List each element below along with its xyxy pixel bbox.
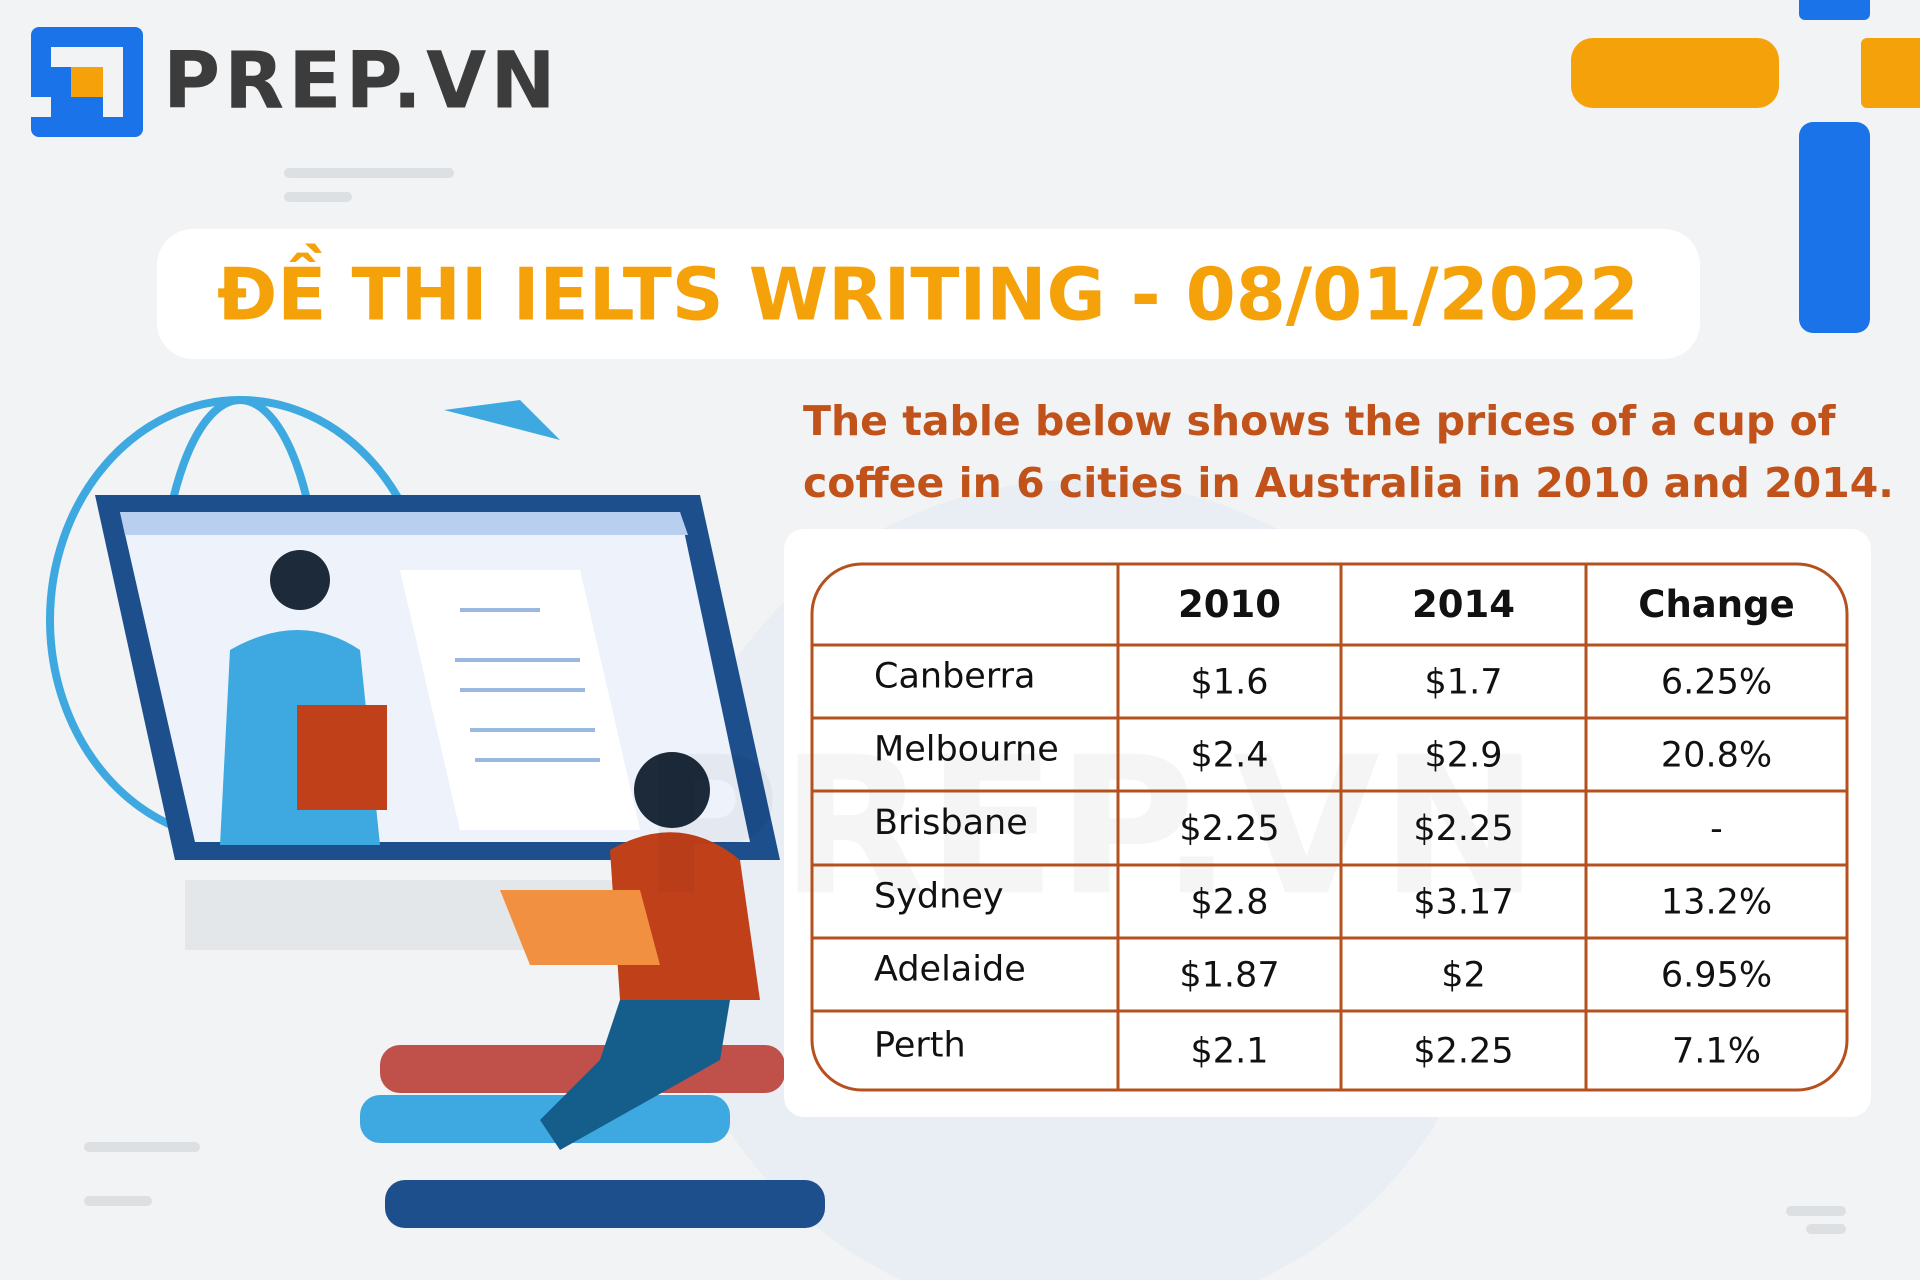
deco-line	[84, 1196, 152, 1206]
column-header: 2014	[1412, 583, 1515, 626]
prompt-line: coffee in 6 cities in Australia in 2010 …	[803, 459, 1894, 507]
city-cell: Melbourne	[874, 730, 1059, 770]
city-cell: Perth	[874, 1026, 966, 1066]
deco-line	[284, 168, 454, 178]
column-header: 2010	[1178, 583, 1281, 626]
value-cell: $2.4	[1191, 736, 1269, 776]
value-cell: $2.25	[1413, 1032, 1513, 1072]
deco-bar	[1861, 38, 1920, 108]
value-cell: $2.25	[1413, 809, 1513, 849]
value-cell: 6.95%	[1661, 956, 1772, 996]
deco-bar	[1571, 38, 1779, 108]
deco-bar	[1799, 0, 1870, 20]
prompt-line: The table below shows the prices of a cu…	[803, 397, 1837, 445]
value-cell: $2	[1441, 956, 1486, 996]
deco-line	[84, 1142, 200, 1152]
value-cell: $1.7	[1425, 663, 1503, 703]
value-cell: 13.2%	[1661, 883, 1772, 923]
deco-line	[1806, 1224, 1846, 1234]
value-cell: -	[1710, 809, 1723, 849]
value-cell: $1.6	[1191, 663, 1269, 703]
value-cell: $3.17	[1413, 883, 1513, 923]
deco-line	[1786, 1206, 1846, 1216]
city-cell: Canberra	[874, 657, 1035, 697]
value-cell: 7.1%	[1672, 1032, 1761, 1072]
table: 2010 2014 Change Canberra $1.6 $1.7 6.25% Melbo…	[810, 562, 1849, 1092]
watermark: PREP.VN	[641, 716, 1539, 937]
table-border	[810, 562, 1849, 1092]
value-cell: 6.25%	[1661, 663, 1772, 703]
value-cell: $1.87	[1179, 956, 1279, 996]
table-panel	[784, 529, 1871, 1117]
title-pill	[157, 229, 1700, 359]
logo-icon	[31, 27, 143, 137]
city-cell: Brisbane	[874, 803, 1028, 843]
value-cell: $2.25	[1179, 809, 1279, 849]
illustration	[46, 396, 825, 1228]
deco-bar	[1799, 122, 1870, 333]
title: ĐỀ THI IELTS WRITING - 08/01/2022	[217, 244, 1639, 337]
city-cell: Sydney	[874, 877, 1004, 917]
value-cell: $2.8	[1191, 883, 1269, 923]
deco-line	[284, 192, 352, 202]
city-cell: Adelaide	[874, 950, 1026, 990]
value-cell: 20.8%	[1661, 736, 1772, 776]
value-cell: $2.1	[1191, 1032, 1269, 1072]
value-cell: $2.9	[1425, 736, 1503, 776]
column-header: Change	[1638, 583, 1794, 626]
logo-text: PREP.VN	[163, 36, 560, 126]
